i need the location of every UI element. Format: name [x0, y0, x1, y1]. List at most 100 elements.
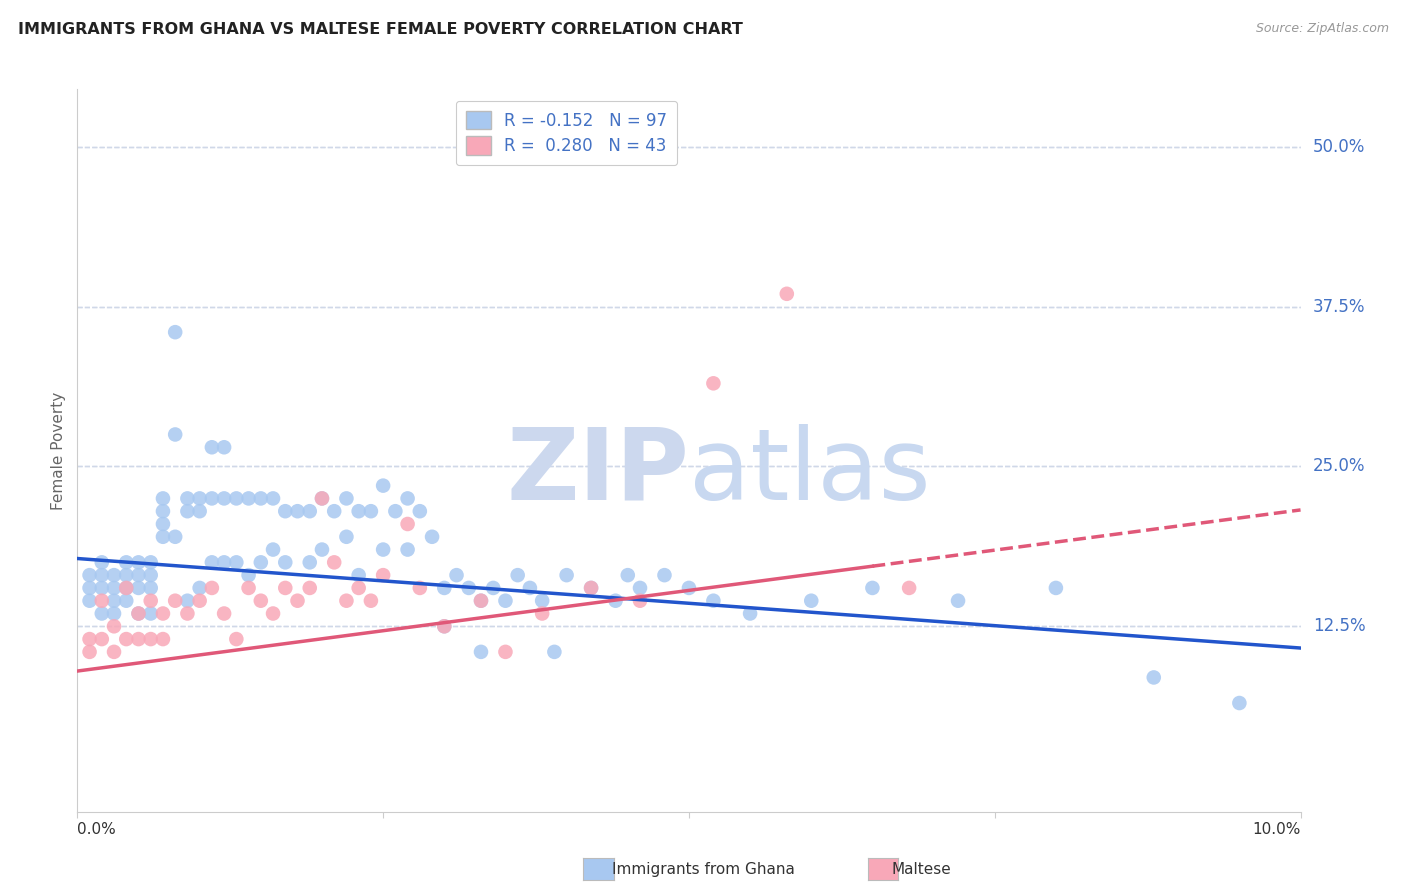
Point [90, 581, 112, 595]
Text: 12.5%: 12.5% [1313, 617, 1365, 635]
Point [165, 427, 187, 442]
Point [898, 581, 921, 595]
Point [176, 607, 198, 621]
Point [115, 581, 138, 595]
Point [531, 607, 554, 621]
Point [79, 568, 101, 582]
Point [323, 555, 346, 569]
Point [1045, 581, 1067, 595]
Point [519, 581, 541, 595]
Point [127, 581, 149, 595]
Point [176, 491, 198, 506]
Point [396, 491, 419, 506]
Point [579, 581, 602, 595]
Point [176, 593, 198, 607]
Point [212, 555, 235, 569]
Point [371, 478, 394, 492]
Point [371, 542, 394, 557]
Point [127, 568, 149, 582]
Point [152, 632, 174, 646]
Point [274, 581, 297, 595]
Point [470, 593, 492, 607]
Point [506, 568, 529, 582]
Point [702, 376, 724, 391]
Text: 25.0%: 25.0% [1313, 458, 1365, 475]
Point [543, 645, 565, 659]
Point [201, 491, 224, 506]
Point [495, 645, 517, 659]
Point [531, 593, 554, 607]
Point [347, 504, 370, 518]
Point [323, 504, 346, 518]
Text: Immigrants from Ghana: Immigrants from Ghana [612, 863, 794, 877]
Point [433, 581, 456, 595]
Text: Source: ZipAtlas.com: Source: ZipAtlas.com [1256, 22, 1389, 36]
Point [298, 504, 321, 518]
Point [115, 593, 138, 607]
Point [79, 632, 101, 646]
Point [678, 581, 700, 595]
Point [654, 568, 676, 582]
Point [90, 607, 112, 621]
Point [776, 286, 799, 301]
Point [103, 568, 125, 582]
Point [1143, 670, 1166, 684]
Legend: R = -0.152   N = 97, R =  0.280   N = 43: R = -0.152 N = 97, R = 0.280 N = 43 [456, 101, 678, 165]
Point [225, 555, 247, 569]
Point [274, 504, 297, 518]
Text: ZIP: ZIP [506, 424, 689, 521]
Point [165, 593, 187, 607]
Point [225, 632, 247, 646]
Point [347, 568, 370, 582]
Point [420, 530, 443, 544]
Point [335, 530, 357, 544]
Point [287, 504, 309, 518]
Point [702, 593, 724, 607]
Point [225, 491, 247, 506]
Point [90, 568, 112, 582]
Point [212, 491, 235, 506]
Point [127, 607, 149, 621]
Point [139, 632, 162, 646]
Point [262, 542, 284, 557]
Text: atlas: atlas [689, 424, 931, 521]
Point [262, 607, 284, 621]
Point [115, 568, 138, 582]
Point [127, 607, 149, 621]
Point [139, 607, 162, 621]
Point [152, 504, 174, 518]
Point [360, 504, 382, 518]
Point [139, 593, 162, 607]
Text: 10.0%: 10.0% [1253, 822, 1301, 837]
Point [433, 619, 456, 633]
Point [90, 593, 112, 607]
Point [165, 530, 187, 544]
Point [628, 593, 651, 607]
Point [212, 440, 235, 454]
Point [396, 516, 419, 531]
Point [212, 607, 235, 621]
Point [311, 491, 333, 506]
Point [446, 568, 468, 582]
Point [371, 568, 394, 582]
Point [862, 581, 884, 595]
Point [139, 555, 162, 569]
Point [347, 581, 370, 595]
Point [115, 581, 138, 595]
Point [457, 581, 479, 595]
Y-axis label: Female Poverty: Female Poverty [51, 392, 66, 509]
Point [495, 593, 517, 607]
Point [311, 542, 333, 557]
Point [188, 581, 211, 595]
Text: IMMIGRANTS FROM GHANA VS MALTESE FEMALE POVERTY CORRELATION CHART: IMMIGRANTS FROM GHANA VS MALTESE FEMALE … [18, 22, 744, 37]
Text: 37.5%: 37.5% [1313, 298, 1365, 316]
Point [250, 555, 273, 569]
Point [605, 593, 627, 607]
Point [165, 325, 187, 339]
Point [617, 568, 640, 582]
Point [188, 593, 211, 607]
Point [176, 504, 198, 518]
Point [152, 491, 174, 506]
Point [103, 607, 125, 621]
Point [127, 555, 149, 569]
